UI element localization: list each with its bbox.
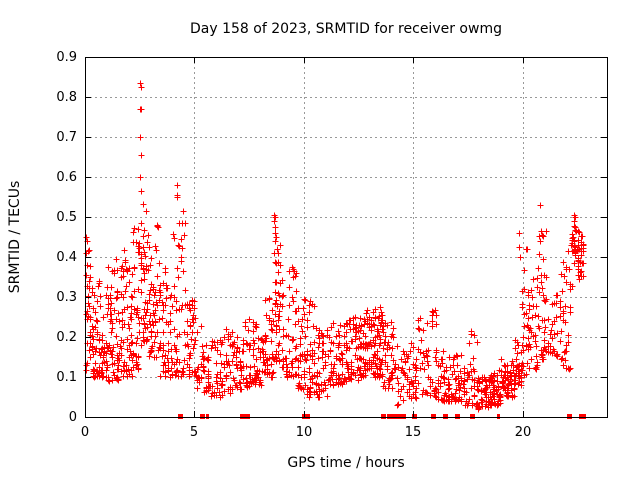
zero-value-square [207, 414, 209, 419]
zero-value-square [498, 414, 500, 419]
y-tick-label: 0.4 [56, 250, 77, 265]
scatter-points [83, 80, 587, 413]
zero-value-square [200, 414, 205, 419]
axis-ticks [85, 57, 607, 418]
y-tick-label: 0.6 [56, 170, 77, 185]
x-tick-label: 15 [405, 425, 422, 440]
y-tick-label: 0.7 [56, 130, 77, 145]
zero-value-square [240, 414, 246, 419]
y-tick-label: 0.2 [56, 330, 77, 345]
y-tick-label: 0 [69, 410, 77, 425]
zero-value-square [401, 414, 406, 419]
zero-value-square [579, 414, 586, 419]
x-tick-label: 5 [190, 425, 198, 440]
y-tick-label: 0.9 [56, 50, 77, 65]
zero-value-square [431, 414, 436, 419]
zero-value-square [567, 414, 572, 419]
zero-value-square [178, 414, 183, 419]
zero-value-square [302, 414, 310, 419]
x-tick-label: 0 [81, 425, 89, 440]
zero-value-square [246, 414, 250, 419]
zero-value-square [455, 414, 460, 419]
x-tick-label: 20 [515, 425, 532, 440]
x-tick-label: 10 [296, 425, 313, 440]
zero-value-square [443, 414, 448, 419]
y-tick-label: 0.5 [56, 210, 77, 225]
plot-border [85, 57, 608, 418]
zero-value-square [470, 414, 475, 419]
zero-value-square [412, 414, 417, 419]
chart-title: Day 158 of 2023, SRMTID for receiver owm… [190, 21, 502, 37]
srmtid-data-markers [83, 80, 587, 413]
zero-value-square [387, 414, 392, 419]
y-axis-label: SRMTID / TECUs [7, 181, 23, 294]
plot-frame [85, 57, 608, 418]
y-tick-label: 0.1 [56, 370, 77, 385]
zero-value-markers [178, 414, 586, 419]
zero-value-square [381, 414, 386, 419]
zero-value-square [392, 414, 397, 419]
x-axis-label: GPS time / hours [287, 455, 404, 471]
y-tick-label: 0.3 [56, 290, 77, 305]
y-tick-label: 0.8 [56, 90, 77, 105]
tick-labels: 0 5 10 15 20 0 0.1 0.2 0.3 0.4 0.5 0.6 0.7 0.8 0.9 [56, 50, 531, 440]
